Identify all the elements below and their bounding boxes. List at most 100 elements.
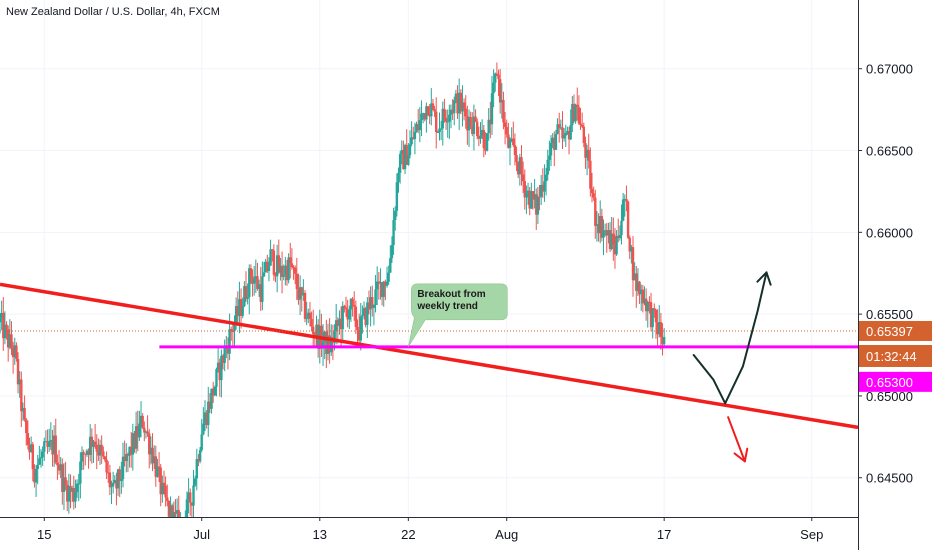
candle-body <box>5 324 8 330</box>
candle-body <box>29 444 33 453</box>
candle-body <box>436 131 440 133</box>
candle-body <box>348 309 351 320</box>
candle-body <box>641 289 645 304</box>
candle-body <box>346 309 349 320</box>
candle-body <box>200 434 203 451</box>
candle-body <box>152 456 156 464</box>
candle-body <box>313 334 317 336</box>
candle-body <box>151 447 154 464</box>
candle-body <box>97 451 100 456</box>
candle-body <box>275 255 279 277</box>
candle-body <box>92 441 95 447</box>
candle-body <box>500 100 504 103</box>
candle-body <box>51 440 54 455</box>
candle-body <box>574 104 577 122</box>
drawings[interactable] <box>0 271 859 463</box>
time-axis[interactable]: 15 Jul 13 22 Aug 17 Sep <box>0 517 858 550</box>
candle-body <box>648 301 651 303</box>
candle-body <box>307 312 310 319</box>
candle-body <box>107 472 110 474</box>
candle-body <box>246 297 249 299</box>
price-labels: 0.65397 01:32:44 0.65300 <box>859 320 932 392</box>
candle-body <box>333 331 336 343</box>
candle-body <box>371 297 374 308</box>
candle-body <box>372 304 376 308</box>
candle-body <box>520 157 523 175</box>
candle-body <box>443 108 446 118</box>
bullish-projection-arrow[interactable] <box>692 271 768 405</box>
candle-body <box>377 281 381 284</box>
candle-body <box>141 415 144 428</box>
candle-body <box>259 284 262 302</box>
candle-body <box>298 287 302 300</box>
candle-body <box>202 423 205 435</box>
candle-body <box>338 318 341 326</box>
candle-body <box>467 117 471 131</box>
time-tick-label: Sep <box>800 527 823 542</box>
price-tick-label: 0.65500 <box>866 307 913 322</box>
candle-body <box>482 129 485 149</box>
candle-body <box>25 419 28 434</box>
candle-body <box>185 499 189 519</box>
price-axis[interactable]: 0.64500 0.65000 0.65500 0.66000 0.66500 0.670… <box>858 0 932 550</box>
candle-body <box>394 210 397 221</box>
candle-body <box>149 447 153 455</box>
candle-body <box>390 245 394 259</box>
candle-body <box>484 148 487 151</box>
candle-body <box>630 247 633 252</box>
candle-body <box>190 502 194 506</box>
price-series[interactable] <box>0 62 666 550</box>
candle-body <box>75 483 79 492</box>
candle-body <box>205 412 208 426</box>
candle-body <box>228 329 231 354</box>
candle-body <box>262 272 266 277</box>
candle-body <box>334 320 338 332</box>
candle-body <box>111 482 115 487</box>
weekly-trendline[interactable] <box>0 282 859 430</box>
candle-body <box>343 305 346 308</box>
candle-body <box>143 427 146 433</box>
candle-body <box>590 188 594 194</box>
candle-body <box>271 249 274 251</box>
candle-body <box>510 138 513 141</box>
candle-body <box>354 306 358 327</box>
candle-body <box>292 267 295 269</box>
callout-bubble[interactable] <box>408 283 508 347</box>
candle-body <box>256 276 259 289</box>
arrowhead-icon <box>733 447 749 463</box>
time-tick-label: 22 <box>401 527 415 542</box>
candle-body <box>628 237 631 252</box>
candle-body <box>236 306 239 316</box>
candle-body <box>576 104 579 108</box>
candle-body <box>400 149 403 155</box>
candle-body <box>585 149 589 158</box>
candle-body <box>326 335 330 354</box>
candle-body <box>293 267 297 274</box>
candle-body <box>605 230 608 236</box>
candle-body <box>513 145 517 155</box>
candle-body <box>154 456 157 477</box>
candle-body <box>633 273 636 281</box>
candle-body <box>449 109 453 115</box>
candle-body <box>635 273 638 291</box>
candle-body <box>599 216 602 234</box>
candle-body <box>518 157 522 175</box>
candle-body <box>277 255 280 273</box>
candle-body <box>459 92 463 112</box>
price-tick-label: 0.64500 <box>866 471 913 486</box>
candle-body <box>374 289 377 305</box>
candle-body <box>389 258 392 273</box>
candle-body <box>121 456 125 480</box>
time-tick-label: Jul <box>193 527 210 542</box>
candle-body <box>415 124 418 132</box>
candle-body <box>3 324 7 339</box>
candle-body <box>257 284 261 289</box>
bearish-projection-arrow[interactable] <box>727 416 746 463</box>
candle-body <box>234 306 238 323</box>
candle-body <box>541 184 545 192</box>
candle-body <box>446 121 449 123</box>
candle-body <box>0 312 3 319</box>
candle-body <box>380 282 384 297</box>
